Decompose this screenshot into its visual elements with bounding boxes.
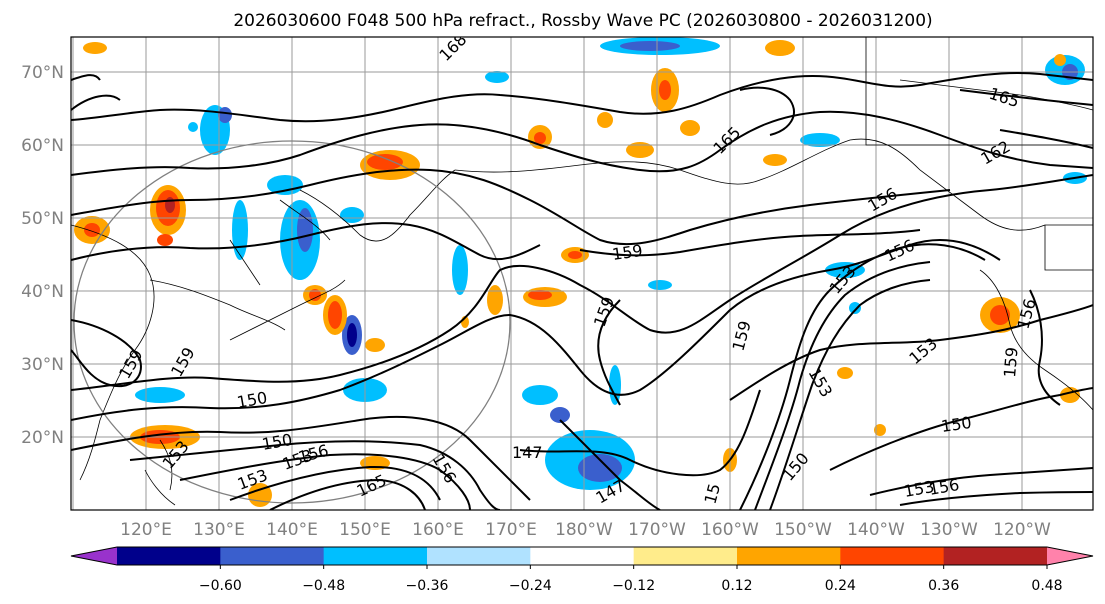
colorbar-tick-label: 0.12 xyxy=(721,578,752,594)
colorbar-cell xyxy=(220,547,325,565)
lon-label: 130°E xyxy=(193,520,245,540)
lat-label: 60°N xyxy=(21,136,64,156)
lon-label: 140°E xyxy=(266,520,318,540)
contour-label: 159 xyxy=(1000,346,1022,378)
latitude-labels: 70°N 60°N 50°N 40°N 30°N 20°N xyxy=(21,63,64,448)
map-panel: 168 165 165 162 156 156 159 159 159 153 … xyxy=(71,37,1093,510)
colorbar-cell xyxy=(427,547,531,565)
lat-label: 50°N xyxy=(21,209,64,229)
colorbar-tick-label: −0.36 xyxy=(406,578,449,594)
lon-label: 170°W xyxy=(628,520,686,540)
lon-label: 170°E xyxy=(485,520,537,540)
coastlines xyxy=(71,37,1093,506)
colorbar-cell xyxy=(943,547,1048,565)
lon-label: 150°E xyxy=(339,520,391,540)
colorbar-tick-label: 0.36 xyxy=(928,578,959,594)
lon-label: 140°W xyxy=(847,520,905,540)
colorbar: −0.60 −0.48 −0.36 −0.24 −0.12 0.12 0.24 0.36 0.4… xyxy=(70,546,1094,594)
contour-label: 15 xyxy=(701,481,725,506)
lon-label: 120°W xyxy=(993,520,1051,540)
colorbar-cell xyxy=(530,547,635,565)
lon-label: 150°W xyxy=(774,520,832,540)
colorbar-extend-low xyxy=(71,547,117,565)
colorbar-tick-label: 0.48 xyxy=(1031,578,1062,594)
colorbar-cell xyxy=(323,547,428,565)
rossby-wave-circle xyxy=(73,140,511,504)
lon-label: 180°W xyxy=(555,520,613,540)
colorbar-tick-label: −0.48 xyxy=(302,578,345,594)
map-frame xyxy=(70,36,1094,511)
height-contours xyxy=(71,71,1093,510)
colorbar-tick-label: −0.12 xyxy=(612,578,655,594)
lon-label: 160°E xyxy=(412,520,464,540)
contour-label: 150 xyxy=(940,413,973,436)
colorbar-cell xyxy=(840,547,945,565)
colorbar-tick-label: 0.24 xyxy=(825,578,856,594)
lat-label: 40°N xyxy=(21,282,64,302)
colorbar-cell xyxy=(117,547,221,565)
contour-label: 147 xyxy=(512,443,543,462)
colorbar-cell xyxy=(633,547,738,565)
lon-label: 160°W xyxy=(701,520,759,540)
map-title: 2026030600 F048 500 hPa refract., Rossby… xyxy=(233,11,932,31)
contour-label: 159 xyxy=(611,241,644,264)
colorbar-cells xyxy=(71,547,1093,565)
colorbar-ticks: −0.60 −0.48 −0.36 −0.24 −0.12 0.12 0.24 0.36 0.4… xyxy=(199,565,1063,594)
longitude-labels: 120°E 130°E 140°E 150°E 160°E 170°E 180°… xyxy=(120,520,1051,540)
graticule xyxy=(71,37,1093,510)
colorbar-outline xyxy=(70,546,1094,566)
shading-layer xyxy=(74,37,1087,507)
lat-label: 70°N xyxy=(21,63,64,83)
colorbar-tick-label: −0.24 xyxy=(509,578,552,594)
lat-label: 30°N xyxy=(21,355,64,375)
lon-label: 120°E xyxy=(120,520,172,540)
colorbar-tick-label: −0.60 xyxy=(199,578,242,594)
colorbar-cell xyxy=(737,547,841,565)
lon-label: 130°W xyxy=(920,520,978,540)
lat-label: 20°N xyxy=(21,428,64,448)
colorbar-extend-high xyxy=(1047,547,1093,565)
